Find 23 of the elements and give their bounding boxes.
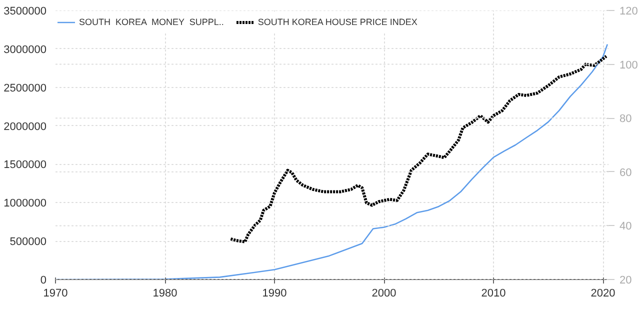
y-tick-label: 2500000	[4, 82, 47, 94]
y-tick-label: 2000000	[4, 120, 47, 133]
x-tick-label: 1990	[262, 288, 287, 300]
y-tick-label: 1500000	[4, 159, 47, 172]
y2-tick-label: 120	[620, 6, 638, 18]
y2-tick-label: 40	[620, 220, 632, 233]
y-tick-label: 1000000	[4, 198, 47, 210]
line-series	[229, 54, 608, 244]
legend-label: SOUTH KOREA HOUSE PRICE INDEX	[258, 17, 418, 27]
y-tick-label: 3000000	[4, 44, 47, 56]
legend-label: SOUTH KOREA MONEY SUPPL..	[79, 17, 224, 27]
y2-tick-label: 60	[620, 166, 632, 179]
x-tick-label: 2020	[590, 288, 616, 300]
y-tick-label: 0	[40, 274, 47, 286]
y-tick-label: 500000	[10, 236, 47, 248]
y2-tick-label: 80	[620, 113, 632, 126]
x-tick-label: 1980	[152, 288, 178, 300]
y-tick-label: 3500000	[4, 6, 47, 18]
x-tick-label: 1970	[43, 288, 68, 300]
y2-tick-label: 100	[620, 59, 638, 72]
y2-tick-label: 20	[620, 274, 632, 286]
x-tick-label: 2000	[372, 288, 396, 300]
x-tick-label: 2010	[481, 288, 506, 300]
